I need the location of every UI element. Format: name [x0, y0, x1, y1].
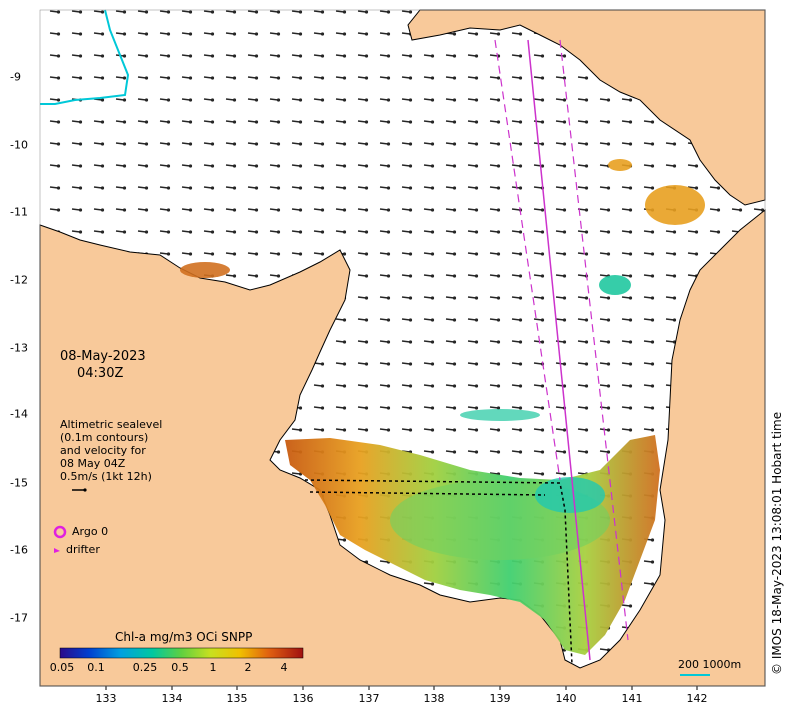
y-tick-16: -16 — [10, 543, 28, 557]
chl-patch-ne-2 — [608, 159, 632, 171]
x-tick-141: 141 — [621, 692, 643, 705]
argo-symbol — [53, 525, 67, 539]
drifter-symbol — [54, 548, 60, 553]
cb-tick-0: 0.05 — [49, 661, 75, 674]
y-tick-11: -11 — [10, 205, 28, 219]
cb-tick-5: 2 — [244, 661, 252, 674]
colorbar — [59, 647, 304, 659]
cb-tick-4: 1 — [209, 661, 217, 674]
sealevel-line-2: (0.1m contours) — [60, 431, 149, 444]
date-line1: 08-May-2023 — [60, 349, 146, 364]
drifter-path — [304, 479, 573, 666]
x-tick-140: 140 — [555, 692, 577, 705]
y-tick-9: -9 — [10, 70, 21, 84]
chl-patch-mid — [460, 409, 540, 421]
chl-bloom-teal — [535, 477, 605, 513]
date-line2: 04:30Z — [77, 366, 124, 381]
sealevel-legend: Altimetric sealevel (0.1m contours) and … — [60, 418, 162, 483]
ship-track-1 — [494, 39, 561, 481]
x-tick-133: 133 — [95, 692, 117, 705]
chl-patch-teal — [599, 275, 631, 295]
y-tick-12: -12 — [10, 273, 28, 287]
ship-track-3 — [559, 39, 629, 641]
y-tick-14: -14 — [10, 407, 28, 421]
chl-patch-west — [180, 262, 230, 278]
bathymetry-contour — [40, 9, 130, 105]
ship-track-2 — [527, 39, 591, 661]
x-tick-135: 135 — [226, 692, 248, 705]
x-tick-136: 136 — [292, 692, 314, 705]
cb-tick-3: 0.5 — [171, 661, 189, 674]
credit: © IMOS 18-May-2023 13:08:01 Hobart time — [770, 411, 784, 675]
x-tick-138: 138 — [423, 692, 445, 705]
sealevel-line-5: 0.5m/s (1kt 12h) — [60, 470, 152, 483]
sealevel-line-3: and velocity for — [60, 444, 146, 457]
y-tick-15: -15 — [10, 476, 28, 490]
colorbar-title: Chl-a mg/m3 OCi SNPP — [115, 630, 253, 644]
x-tick-139: 139 — [489, 692, 511, 705]
axis-ticks — [105, 686, 698, 690]
cb-tick-6: 4 — [280, 661, 288, 674]
chl-patch-ne — [645, 185, 705, 225]
land-cape-york — [407, 9, 766, 206]
drifter-label: drifter — [66, 543, 100, 556]
x-tick-142: 142 — [686, 692, 708, 705]
x-tick-134: 134 — [161, 692, 183, 705]
scale-label: 200 1000m — [678, 658, 742, 671]
argo-label: Argo 0 — [72, 525, 109, 538]
cb-tick-1: 0.1 — [87, 661, 105, 674]
y-tick-13: -13 — [10, 341, 28, 355]
y-tick-10: -10 — [10, 138, 28, 152]
x-tick-137: 137 — [358, 692, 380, 705]
sealevel-line-1: Altimetric sealevel — [60, 418, 163, 431]
y-tick-17: -17 — [10, 611, 28, 625]
land-northern-territory — [39, 208, 766, 687]
cb-tick-2: 0.25 — [132, 661, 158, 674]
sealevel-line-4: 08 May 04Z — [60, 457, 126, 470]
